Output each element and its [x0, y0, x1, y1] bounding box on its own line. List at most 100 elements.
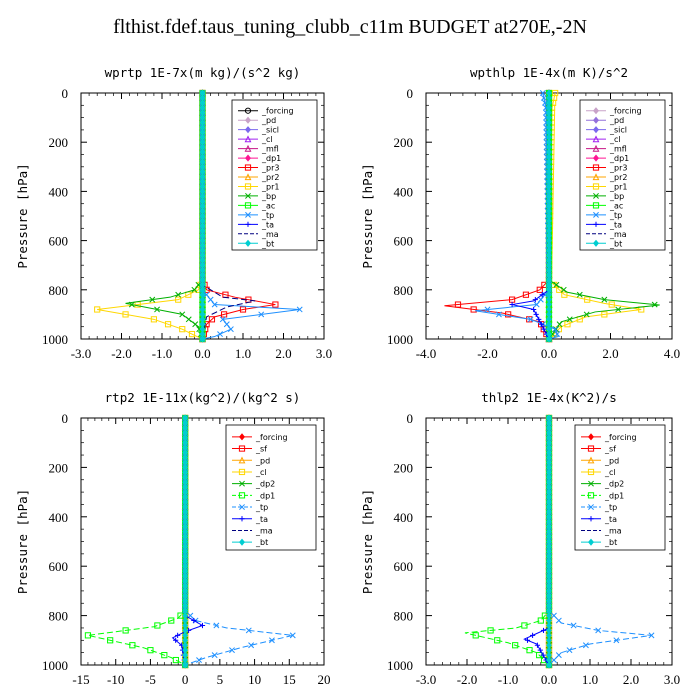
- series-marker: [549, 331, 556, 338]
- legend-label: _pr3: [261, 164, 279, 173]
- figure-title: flthist.fdef.taus_tuning_clubb_c11m BUDG…: [113, 16, 587, 38]
- series-marker: [129, 642, 136, 649]
- legend-label: _ma: [261, 230, 279, 239]
- legend-label: _cl: [609, 135, 621, 144]
- series-marker: [175, 291, 182, 298]
- series-marker: [495, 311, 502, 318]
- legend-marker: [593, 211, 599, 218]
- series-marker: [533, 311, 539, 317]
- y-tick-label: 600: [394, 234, 414, 249]
- legend-marker: [593, 107, 599, 115]
- legend-marker: [592, 135, 600, 143]
- series-marker: [526, 647, 533, 654]
- legend-marker: [592, 144, 600, 152]
- x-tick-label: 5: [217, 672, 224, 687]
- legend: _forcing _sf _pd _cl _dp2 _dp1 _tp _ta _ma _bt: [225, 424, 317, 551]
- series-ta: [171, 415, 206, 668]
- y-tick-label: 1000: [387, 658, 413, 673]
- x-tick-label: -2.0: [111, 346, 132, 361]
- legend-label: _bt: [604, 538, 617, 547]
- legend-marker: [588, 433, 594, 441]
- series-marker: [566, 647, 573, 654]
- series-marker: [505, 311, 512, 318]
- legend: _forcing_pd_sicl_cl_mfl_dp1_pr3_pr2_pr1_…: [231, 99, 318, 251]
- series-marker: [487, 627, 494, 634]
- series-marker: [191, 617, 197, 624]
- series-marker: [211, 652, 218, 659]
- series-marker: [524, 637, 531, 643]
- series-dp1: [84, 414, 189, 669]
- series-line: [464, 418, 550, 666]
- x-tick-label: -5: [145, 672, 156, 687]
- series-marker: [179, 326, 186, 333]
- series-marker: [207, 296, 214, 303]
- x-tick-label: -2.0: [477, 346, 498, 361]
- x-tick-label: 20: [318, 672, 331, 687]
- legend-label: _bp: [609, 192, 624, 201]
- series-marker: [546, 661, 552, 669]
- x-tick-label: -1.0: [498, 672, 519, 687]
- legend-marker: [592, 173, 600, 181]
- legend-marker: [244, 135, 252, 143]
- series-marker: [122, 627, 129, 634]
- series-marker: [536, 286, 543, 293]
- series-marker: [595, 627, 602, 634]
- series-bt: [546, 89, 552, 343]
- series-marker: [192, 321, 199, 328]
- legend-marker: [238, 468, 246, 476]
- series-marker: [534, 642, 541, 648]
- series-marker: [470, 306, 477, 313]
- legend-label: _forcing: [255, 433, 288, 442]
- legend-label: _ta: [261, 220, 274, 229]
- legend-label: _bt: [255, 538, 268, 547]
- y-tick-label: 0: [407, 411, 414, 426]
- x-tick-label: -1.0: [152, 346, 173, 361]
- series-marker: [245, 627, 252, 634]
- legend-marker: [239, 504, 245, 511]
- series-marker: [648, 632, 655, 639]
- legend-label: _mfl: [609, 145, 627, 154]
- legend-label: _sicl: [609, 126, 627, 135]
- legend-label: _cl: [255, 468, 267, 477]
- legend-marker: [244, 202, 252, 209]
- series-marker: [175, 632, 181, 638]
- legend-label: _cl: [604, 468, 616, 477]
- series-marker: [570, 622, 577, 629]
- y-tick-label: 0: [62, 411, 69, 426]
- y-tick-label: 800: [394, 609, 414, 624]
- series-bt: [546, 414, 552, 669]
- series-marker: [258, 311, 265, 318]
- legend-marker: [588, 516, 594, 522]
- series-marker: [229, 647, 235, 654]
- series-marker: [122, 311, 129, 318]
- series-marker: [208, 316, 216, 323]
- legend-label: _ma: [255, 526, 273, 535]
- series-marker: [651, 301, 658, 308]
- series-marker: [530, 632, 536, 638]
- series-marker: [454, 301, 462, 308]
- y-tick-label: 800: [394, 283, 414, 298]
- legend-marker: [244, 107, 252, 114]
- series-bt: [199, 89, 206, 343]
- chart-panel-1: -3.0 -2.0 -1.0 0.0 1.0 2.0 3.0 0 200 400 600 800 100…: [15, 65, 332, 361]
- series-marker: [179, 311, 186, 318]
- y-tick-label: 200: [394, 460, 414, 475]
- legend-label: _ta: [255, 515, 268, 524]
- y-tick-label: 800: [49, 609, 69, 624]
- series-marker: [172, 656, 179, 664]
- series-marker: [213, 622, 220, 629]
- legend-marker: [239, 516, 245, 522]
- series-marker: [561, 291, 568, 298]
- series-marker: [532, 297, 538, 303]
- x-tick-label: 15: [283, 672, 296, 687]
- series-marker: [147, 647, 154, 654]
- series-marker: [296, 306, 303, 313]
- legend-marker: [593, 116, 599, 124]
- legend-marker: [239, 538, 245, 546]
- series-line: [87, 418, 186, 666]
- series-marker: [584, 296, 591, 303]
- series-marker: [541, 291, 548, 298]
- legend-label: _bp: [261, 192, 276, 201]
- legend-marker: [588, 480, 594, 487]
- legend-marker: [245, 154, 251, 162]
